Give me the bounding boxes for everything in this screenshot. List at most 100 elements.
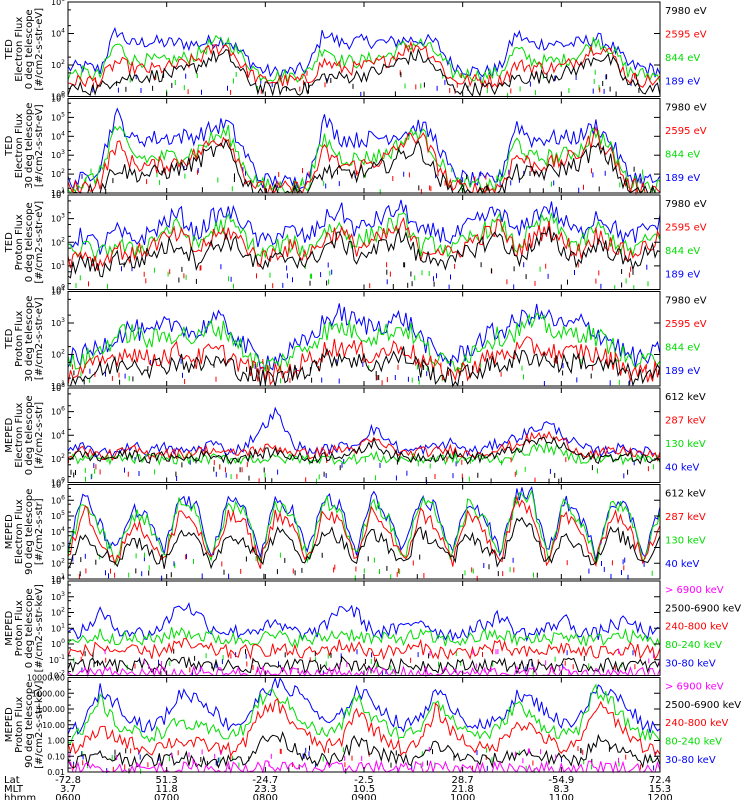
- series-green-line: [67, 489, 661, 567]
- y-tick-label: 103: [51, 149, 65, 160]
- series-green-line: [67, 312, 661, 373]
- y-tick-label: 101: [51, 622, 65, 633]
- series-green-line: [67, 124, 661, 194]
- x-row-label: hhmm: [4, 793, 36, 800]
- y-tick-label: 104: [51, 130, 65, 141]
- series-red-line: [67, 336, 661, 386]
- y-axis-label: Proton Flux: [14, 697, 25, 753]
- y-tick-label: 101: [51, 187, 65, 198]
- series-red-line: [67, 216, 661, 271]
- x-tick-lat: 51.3: [156, 775, 178, 786]
- x-tick-lat: -24.7: [252, 775, 278, 786]
- y-tick-label: 104: [51, 429, 65, 440]
- legend-entry: 7980 eV: [665, 6, 707, 17]
- y-axis-label: 90 deg telescope: [24, 489, 35, 575]
- y-tick-label: 101: [51, 260, 65, 271]
- y-axis-label: TED: [4, 135, 15, 156]
- y-axis-label: 0 deg telescope: [24, 588, 35, 668]
- series-black-line: [67, 436, 661, 465]
- series-blue-line: [67, 107, 661, 191]
- x-tick-hhmm: 0700: [154, 793, 179, 800]
- legend-entry: 2595 eV: [665, 30, 707, 41]
- y-axis-label: [#/cm2-s-str]: [34, 498, 45, 565]
- x-tick-hhmm: 0900: [351, 793, 376, 800]
- y-tick-label: 102: [51, 607, 65, 618]
- panel-3: 104 103 102 101 100 TED Proton Flux 0 deg teles…: [4, 189, 707, 295]
- x-tick-mlt: 8.3: [553, 784, 569, 795]
- series-blue-line: [67, 303, 661, 371]
- x-tick-mlt: 11.8: [156, 784, 178, 795]
- y-tick-label: 1000.00: [32, 689, 65, 698]
- y-axis-label: MEPED: [4, 417, 15, 452]
- y-axis-label: MEPED: [4, 707, 15, 742]
- y-axis-label: Electron Flux: [14, 403, 25, 468]
- legend-entry: 612 keV: [665, 392, 706, 403]
- x-tick-lat: -2.5: [354, 775, 374, 786]
- legend-entry: 844 eV: [665, 343, 700, 354]
- y-tick-label: 0.01: [47, 768, 65, 777]
- y-tick-label: 102: [51, 349, 65, 360]
- legend-entry: > 6900 keV: [665, 682, 724, 693]
- y-tick-label: 104: [51, 28, 65, 39]
- legend-entry: 287 keV: [665, 416, 706, 427]
- series-red-line: [67, 637, 661, 661]
- y-tick-label: 10000.00: [27, 674, 65, 683]
- y-tick-label: 10-2: [49, 670, 65, 681]
- legend-entry: 2595 eV: [665, 223, 707, 234]
- y-tick-label: 101: [51, 573, 65, 584]
- y-axis-label: 0 deg telescope: [24, 9, 35, 89]
- legend-entry: 7980 eV: [665, 296, 707, 307]
- y-tick-label: 100: [51, 284, 65, 295]
- legend-entry: 2595 eV: [665, 319, 707, 330]
- x-tick-hhmm: 0800: [253, 793, 278, 800]
- y-axis-label: [#/cm2-s-str-keV]: [34, 584, 45, 672]
- series-red-line: [67, 125, 661, 195]
- y-tick-label: 10-1: [49, 654, 65, 665]
- series-green-line: [67, 441, 661, 466]
- y-axis-label: [#/cm2-s-str-eV]: [34, 297, 45, 380]
- y-axis-label: 0 deg telescope: [24, 395, 35, 475]
- legend-entry: 40 keV: [665, 559, 699, 570]
- y-axis-label: Proton Flux: [14, 600, 25, 656]
- y-axis-label: TED: [4, 328, 15, 349]
- x-tick-lat: 72.4: [649, 775, 671, 786]
- y-tick-label: 10.00: [42, 721, 65, 730]
- y-tick-label: 104: [51, 286, 65, 297]
- y-tick-label: 105: [51, 111, 65, 122]
- y-axis-label: Electron Flux: [14, 17, 25, 82]
- x-tick-hhmm: 1200: [647, 793, 672, 800]
- y-axis-label: 0 deg telescope: [24, 202, 35, 282]
- legend-entry: 2595 eV: [665, 126, 707, 137]
- panel-frame: [67, 387, 661, 483]
- y-axis-label: Electron Flux: [14, 499, 25, 564]
- y-tick-label: 100: [51, 477, 65, 488]
- legend-entry: 30-80 keV: [665, 658, 716, 669]
- y-axis-label: [#/cm2-s-str-eV]: [34, 201, 45, 284]
- y-axis-label: 30 deg telescope: [24, 296, 35, 382]
- y-tick-label: 103: [51, 542, 65, 553]
- legend-entry: 844 eV: [665, 53, 700, 64]
- series-red-line: [67, 697, 661, 758]
- y-tick-label: 100: [51, 638, 65, 649]
- x-tick-hhmm: 1000: [450, 793, 475, 800]
- y-axis-label: 30 deg telescope: [24, 103, 35, 189]
- x-tick-hhmm: 0600: [55, 793, 80, 800]
- panel-4: 104 103 102 101 TED Proton Flux 30 deg telesco…: [4, 286, 707, 392]
- y-tick-label: 106: [51, 93, 65, 104]
- y-tick-label: 100.00: [37, 705, 65, 714]
- y-tick-label: 1.00: [47, 737, 65, 746]
- panel-8: 10000.00 1000.00 100.00 10.00 1.00 0.10 0.01 ME…: [4, 674, 741, 778]
- legend-entry: 844 eV: [665, 246, 700, 257]
- y-tick-label: 106: [51, 494, 65, 505]
- panel-frame: [67, 98, 661, 194]
- series-green-line: [67, 626, 661, 649]
- y-axis-label: Proton Flux: [14, 214, 25, 270]
- legend-entry: 80-240 keV: [665, 737, 722, 748]
- y-axis-label: MEPED: [4, 514, 15, 549]
- series-red-line: [67, 40, 661, 90]
- legend-entry: 40 keV: [665, 463, 699, 474]
- y-axis-label: [#/cm2-s-str-keV]: [34, 681, 45, 769]
- y-tick-label: 0.10: [47, 752, 65, 761]
